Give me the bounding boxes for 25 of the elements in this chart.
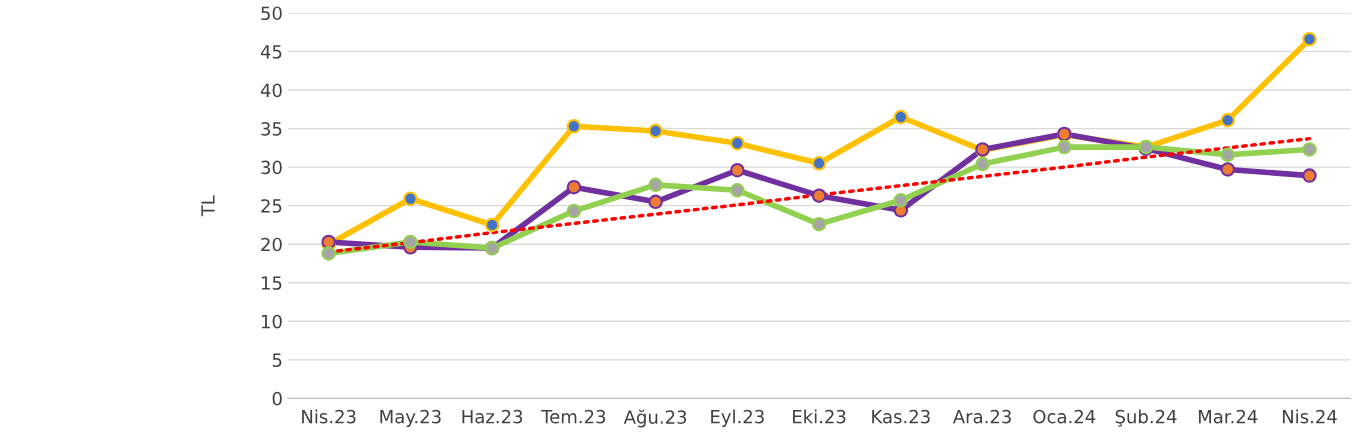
x-tick-label: Şub.24	[1115, 409, 1177, 427]
x-tick-label: Mar.24	[1198, 409, 1258, 424]
y-tick-label: 10	[261, 314, 282, 329]
y-tick-label: 5	[272, 353, 282, 367]
x-tick-label: May.23	[380, 409, 441, 427]
y-tick-label: 45	[260, 45, 282, 59]
x-tick-label: Ağu.23	[623, 409, 687, 428]
x-tick-label: Nis.24	[1282, 409, 1337, 424]
x-tick-label: Oca.24	[1033, 409, 1096, 424]
x-tick-label: Ara.23	[952, 409, 1011, 424]
y-tick-label: 25	[261, 199, 282, 213]
x-tick-label: Haz.23	[462, 409, 523, 424]
y-tick-label: 20	[261, 237, 282, 252]
x-tick-label: Eki.23	[793, 409, 846, 424]
y-tick-label: 35	[261, 122, 282, 136]
y-tick-label: 0	[272, 391, 282, 406]
y-tick-label: 15	[261, 276, 282, 290]
y-tick-label: 50	[261, 6, 282, 21]
y-tick-label: 30	[261, 160, 282, 175]
x-tick-label: Eyl.23	[711, 409, 764, 427]
x-tick-label: Tem.23	[541, 409, 606, 424]
y-tick-label: 40	[260, 83, 282, 98]
y-axis-title: TL	[201, 195, 215, 217]
x-tick-label: Nis.23	[302, 409, 356, 424]
x-tick-label: Kas.23	[872, 409, 930, 424]
